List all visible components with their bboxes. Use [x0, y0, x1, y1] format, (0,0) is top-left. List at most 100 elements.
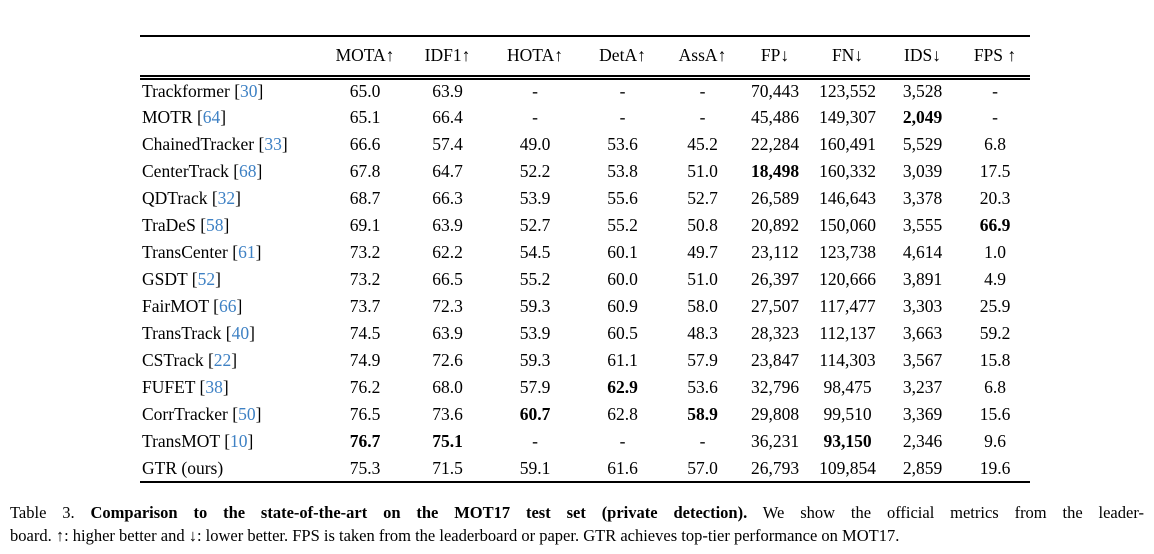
- value-cell: -: [992, 81, 998, 102]
- value-cell: 73.2: [349, 269, 381, 289]
- value-cell: 65.0: [349, 81, 381, 102]
- citation-number: 32: [217, 188, 236, 208]
- value-cell: 23,112: [751, 242, 799, 262]
- table-row: CenterTrack [68] 67.8 64.7 52.2 53.8 51.0 18,4…: [140, 158, 1030, 185]
- method-cell: QDTrack [32]: [142, 188, 241, 208]
- table-row: QDTrack [32] 68.7 66.3 53.9 55.6 52.7 26,589 14…: [140, 185, 1030, 212]
- value-cell: 52.7: [687, 188, 718, 208]
- method-cell: FairMOT [66]: [142, 296, 243, 316]
- value-cell: 25.9: [979, 296, 1011, 316]
- value-cell: 73.7: [349, 296, 381, 316]
- value-cell: 29,808: [750, 404, 800, 424]
- citation-number: 40: [231, 323, 250, 343]
- value-cell: 3,237: [902, 377, 943, 397]
- col-header-ids: IDS↓: [885, 36, 960, 80]
- value-cell: 4.9: [984, 269, 1006, 289]
- citation-number: 22: [213, 350, 232, 370]
- value-cell: 60.7: [519, 404, 551, 424]
- value-cell: 20.3: [979, 188, 1011, 208]
- value-cell: 55.2: [519, 269, 551, 289]
- value-cell: 70,443: [750, 81, 800, 102]
- value-cell: 15.6: [979, 404, 1011, 424]
- value-cell: 72.6: [432, 350, 463, 370]
- value-cell: 61.1: [607, 350, 638, 370]
- value-cell: 26,793: [750, 457, 800, 478]
- value-cell: 15.8: [979, 350, 1011, 370]
- value-cell: 3,303: [902, 296, 943, 316]
- table-row: FUFET [38] 76.2 68.0 57.9 62.9 53.6 32,796 98,4…: [140, 374, 1030, 401]
- value-cell: 2,346: [902, 431, 943, 451]
- method-cell: GSDT [52]: [142, 269, 221, 289]
- value-cell: 49.0: [519, 134, 551, 154]
- value-cell: 5,529: [902, 134, 943, 154]
- value-cell: 4,614: [902, 242, 943, 262]
- value-cell: 75.1: [432, 431, 463, 451]
- table-row: TransMOT [10] 76.7 75.1 - - - 36,231 93,150 2,34…: [140, 428, 1030, 455]
- value-cell: -: [619, 107, 626, 127]
- value-cell: 160,491: [819, 134, 876, 154]
- value-cell: 3,369: [902, 404, 943, 424]
- col-header-deta: DetA↑: [580, 36, 665, 80]
- value-cell: 17.5: [979, 161, 1011, 181]
- value-cell: 61.6: [607, 457, 638, 478]
- value-cell: 20,892: [750, 215, 800, 235]
- value-cell: 73.6: [432, 404, 463, 424]
- col-header-mota: MOTA↑: [325, 36, 405, 80]
- value-cell: 58.9: [687, 404, 718, 424]
- results-table-container: MOTA↑ IDF1↑ HOTA↑ DetA↑ AssA↑ FP↓ FN↓ IDS↓ FPS ↑…: [140, 35, 1030, 483]
- method-cell: CorrTracker [50]: [142, 404, 262, 424]
- value-cell: 117,477: [819, 296, 876, 316]
- value-cell: 74.5: [349, 323, 381, 343]
- value-cell: 57.0: [687, 457, 718, 478]
- value-cell: -: [532, 107, 538, 127]
- value-cell: 26,589: [750, 188, 800, 208]
- method-cell: TransMOT [10]: [142, 431, 254, 451]
- value-cell: 28,323: [750, 323, 800, 343]
- table-row: Trackformer [30] 65.0 63.9 - - - 70,443 123,552…: [140, 77, 1030, 104]
- value-cell: 66.5: [432, 269, 463, 289]
- value-cell: 57.9: [687, 350, 718, 370]
- value-cell: 65.1: [349, 107, 381, 127]
- value-cell: 53.9: [519, 188, 551, 208]
- value-cell: 63.9: [432, 81, 463, 102]
- value-cell: 32,796: [750, 377, 800, 397]
- col-header-idf1: IDF1↑: [405, 36, 490, 80]
- value-cell: 63.9: [432, 215, 463, 235]
- citation-number: 61: [238, 242, 256, 262]
- value-cell: 146,643: [819, 188, 876, 208]
- value-cell: 73.2: [349, 242, 381, 262]
- value-cell: -: [532, 431, 538, 451]
- value-cell: 36,231: [750, 431, 800, 451]
- value-cell: -: [619, 431, 626, 451]
- value-cell: 66.6: [349, 134, 381, 154]
- value-cell: 51.0: [687, 161, 718, 181]
- table-row: GSDT [52] 73.2 66.5 55.2 60.0 51.0 26,397 120,6…: [140, 266, 1030, 293]
- table-caption: Table 3. Comparison to the state-of-the-…: [10, 501, 1144, 547]
- method-cell: MOTR [64]: [142, 107, 227, 127]
- value-cell: 19.6: [979, 457, 1011, 478]
- col-header-fp: FP↓: [740, 36, 810, 80]
- value-cell: 74.9: [349, 350, 381, 370]
- value-cell: -: [992, 107, 998, 127]
- value-cell: 66.3: [432, 188, 463, 208]
- value-cell: 49.7: [687, 242, 718, 262]
- value-cell: 6.8: [984, 134, 1006, 154]
- method-cell: TransTrack [40]: [142, 323, 255, 343]
- value-cell: 60.5: [607, 323, 638, 343]
- value-cell: 3,891: [902, 269, 943, 289]
- value-cell: 52.7: [519, 215, 551, 235]
- method-cell: Trackformer [30]: [142, 81, 264, 102]
- value-cell: 109,854: [819, 457, 876, 478]
- table-row: TransCenter [61] 73.2 62.2 54.5 60.1 49.7 23,1…: [140, 239, 1030, 266]
- table-row: FairMOT [66] 73.7 72.3 59.3 60.9 58.0 27,507 11…: [140, 293, 1030, 320]
- value-cell: 53.6: [687, 377, 718, 397]
- value-cell: -: [699, 431, 706, 451]
- method-cell: ChainedTracker [33]: [142, 134, 288, 154]
- caption-label: Table 3.: [10, 503, 91, 522]
- value-cell: 3,528: [902, 81, 943, 102]
- value-cell: 62.9: [607, 377, 638, 397]
- table-row: CSTrack [22] 74.9 72.6 59.3 61.1 57.9 23,847 11…: [140, 347, 1030, 374]
- value-cell: 23,847: [750, 350, 800, 370]
- table-row: MOTR [64] 65.1 66.4 - - - 45,486 149,307 2,049 -: [140, 104, 1030, 131]
- citation-number: 64: [202, 107, 221, 127]
